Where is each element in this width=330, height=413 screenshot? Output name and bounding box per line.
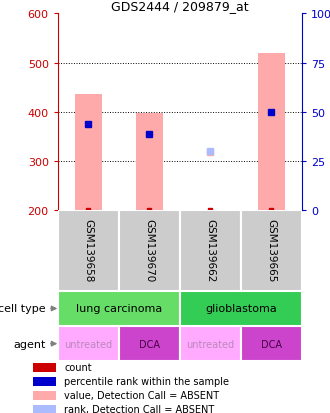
Bar (33, 405, 56, 413)
Text: lung carcinoma: lung carcinoma (76, 304, 162, 314)
Text: rank, Detection Call = ABSENT: rank, Detection Call = ABSENT (64, 404, 214, 413)
Text: cell type: cell type (0, 304, 46, 314)
Text: agent: agent (13, 339, 46, 349)
Bar (180, 291, 302, 326)
Text: DCA: DCA (261, 339, 282, 349)
Text: GSM139665: GSM139665 (266, 219, 277, 282)
Text: GSM139662: GSM139662 (205, 219, 215, 282)
Bar (258, 54, 285, 211)
Bar (58, 211, 119, 291)
Bar (58, 291, 180, 326)
Bar (241, 326, 302, 361)
Text: untreated: untreated (64, 339, 112, 349)
Text: value, Detection Call = ABSENT: value, Detection Call = ABSENT (64, 390, 219, 401)
Bar (119, 211, 180, 291)
Text: count: count (64, 363, 92, 373)
Text: GSM139670: GSM139670 (144, 219, 154, 282)
Bar (75, 95, 102, 211)
Bar (33, 377, 56, 386)
Bar (33, 363, 56, 372)
Bar (119, 326, 180, 361)
Text: percentile rank within the sample: percentile rank within the sample (64, 377, 229, 387)
Bar (136, 114, 163, 211)
Text: DCA: DCA (139, 339, 160, 349)
Bar (180, 326, 241, 361)
Bar (180, 211, 241, 291)
Title: GDS2444 / 209879_at: GDS2444 / 209879_at (111, 0, 249, 13)
Bar (58, 326, 119, 361)
Text: untreated: untreated (186, 339, 234, 349)
Text: GSM139658: GSM139658 (83, 219, 93, 282)
Bar (33, 391, 56, 400)
Text: glioblastoma: glioblastoma (205, 304, 277, 314)
Bar (241, 211, 302, 291)
